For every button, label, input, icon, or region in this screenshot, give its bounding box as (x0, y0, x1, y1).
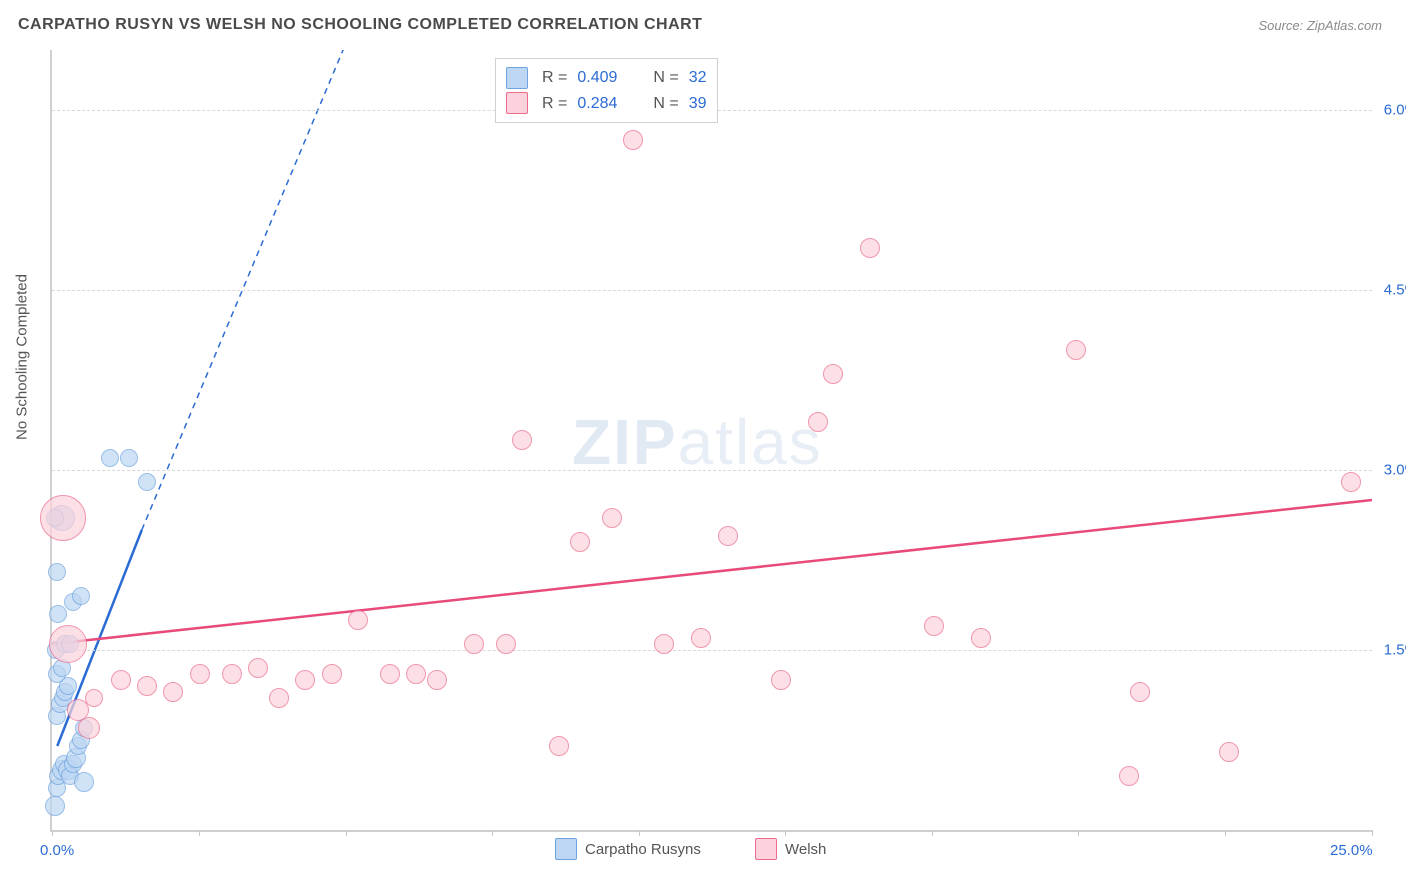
carpatho-rusyns-point (72, 587, 90, 605)
welsh-point (512, 430, 532, 450)
welsh-point (1130, 682, 1150, 702)
welsh-point (78, 717, 100, 739)
welsh-point (406, 664, 426, 684)
welsh-point (322, 664, 342, 684)
source-attribution: Source: ZipAtlas.com (1258, 18, 1382, 33)
legend-label: Welsh (785, 841, 826, 858)
carpatho-rusyns-point (49, 605, 67, 623)
y-tick-label: 1.5% (1384, 642, 1406, 659)
stats-swatch (506, 67, 528, 89)
carpatho-rusyns-point (48, 563, 66, 581)
x-tick (492, 830, 493, 836)
x-tick (785, 830, 786, 836)
y-tick-label: 6.0% (1384, 102, 1406, 119)
stats-n-label: N = (653, 91, 678, 117)
stats-n-label: N = (653, 65, 678, 91)
legend-item: Carpatho Rusyns (555, 838, 701, 860)
x-start-label: 0.0% (40, 842, 74, 859)
welsh-point (269, 688, 289, 708)
welsh-point (40, 495, 86, 541)
stats-row: R = 0.284 N = 39 (506, 91, 707, 117)
stats-box: R = 0.409 N = 32 R = 0.284 N = 39 (495, 58, 718, 123)
carpatho-rusyns-point (138, 473, 156, 491)
trendlines-svg (52, 50, 1372, 830)
welsh-point (85, 689, 103, 707)
welsh-point (464, 634, 484, 654)
welsh-point (111, 670, 131, 690)
welsh-point (137, 676, 157, 696)
welsh-point (348, 610, 368, 630)
stats-r-label: R = (542, 91, 567, 117)
stats-r-value: 0.284 (577, 91, 617, 117)
y-gridline (52, 470, 1372, 471)
legend-label: Carpatho Rusyns (585, 841, 701, 858)
y-gridline (52, 650, 1372, 651)
carpatho-rusyns-point (74, 772, 94, 792)
welsh-point (1119, 766, 1139, 786)
x-tick (346, 830, 347, 836)
legend-item: Welsh (755, 838, 826, 860)
stats-r-label: R = (542, 65, 567, 91)
welsh-point (1341, 472, 1361, 492)
welsh-point (771, 670, 791, 690)
welsh-point (823, 364, 843, 384)
x-tick (932, 830, 933, 836)
welsh-point (380, 664, 400, 684)
welsh-point (1219, 742, 1239, 762)
y-tick-label: 3.0% (1384, 462, 1406, 479)
welsh-point (427, 670, 447, 690)
welsh-point (248, 658, 268, 678)
x-tick (52, 830, 53, 836)
welsh-point (602, 508, 622, 528)
welsh-point (49, 625, 87, 663)
x-tick (199, 830, 200, 836)
carpatho-rusyns-point (120, 449, 138, 467)
plot-area: ZIPatlas (50, 50, 1372, 832)
welsh-point (190, 664, 210, 684)
welsh-point (808, 412, 828, 432)
welsh-point (496, 634, 516, 654)
welsh-point (549, 736, 569, 756)
welsh-point (570, 532, 590, 552)
stats-swatch (506, 92, 528, 114)
x-tick (1372, 830, 1373, 836)
stats-n-value: 39 (689, 91, 707, 117)
stats-n-value: 32 (689, 65, 707, 91)
x-tick (1078, 830, 1079, 836)
carpatho-rusyns-point (101, 449, 119, 467)
welsh-point (222, 664, 242, 684)
watermark: ZIPatlas (572, 405, 823, 479)
welsh-point (163, 682, 183, 702)
legend-swatch (755, 838, 777, 860)
legend-swatch (555, 838, 577, 860)
y-tick-label: 4.5% (1384, 282, 1406, 299)
welsh-point (971, 628, 991, 648)
y-gridline (52, 290, 1372, 291)
welsh-point (691, 628, 711, 648)
y-axis-label: No Schooling Completed (14, 274, 31, 440)
x-end-label: 25.0% (1330, 842, 1373, 859)
stats-r-value: 0.409 (577, 65, 617, 91)
welsh-point (623, 130, 643, 150)
welsh-point (860, 238, 880, 258)
x-tick (1225, 830, 1226, 836)
welsh-point (295, 670, 315, 690)
carpatho-rusyns-point (45, 796, 65, 816)
welsh-point (1066, 340, 1086, 360)
welsh-point (924, 616, 944, 636)
stats-row: R = 0.409 N = 32 (506, 65, 707, 91)
x-tick (639, 830, 640, 836)
welsh-point (654, 634, 674, 654)
chart-title: CARPATHO RUSYN VS WELSH NO SCHOOLING COM… (18, 16, 702, 34)
welsh-point (718, 526, 738, 546)
